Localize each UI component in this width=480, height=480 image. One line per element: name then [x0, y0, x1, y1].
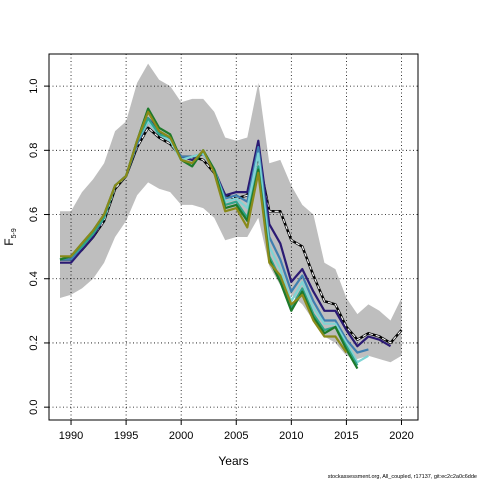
y-tick-label: 0.0 — [28, 400, 40, 415]
confidence-band — [60, 63, 402, 363]
plot-frame — [48, 53, 419, 421]
y-tick-label: 1.0 — [28, 78, 40, 93]
y-tick-label: 0.2 — [28, 335, 40, 350]
grid-layer — [49, 54, 418, 420]
y-axis-title: F5-9 — [2, 228, 18, 246]
x-tick-label: 2000 — [169, 430, 193, 442]
x-tick-label: 2015 — [334, 430, 358, 442]
x-axis-title: Years — [218, 454, 248, 468]
y-tick-label: 0.6 — [28, 207, 40, 222]
x-tick-label: 2010 — [279, 430, 303, 442]
x-axis: 1990 1995 2000 2005 2010 2015 2020 — [59, 420, 414, 442]
x-tick-label: 1990 — [59, 430, 83, 442]
series-layer — [59, 107, 403, 370]
confidence-band-layer — [60, 63, 402, 363]
y-tick-label: 0.8 — [28, 143, 40, 158]
y-axis: 0.0 0.2 0.4 0.6 0.8 1.0 — [28, 78, 49, 415]
x-tick-label: 2020 — [389, 430, 413, 442]
footer-note: stockassessment.org, All_coupled, r17137… — [328, 474, 477, 480]
x-tick-label: 1995 — [114, 430, 138, 442]
y-axis-title-subscript: 5-9 — [11, 228, 18, 238]
x-tick-label: 2005 — [224, 430, 248, 442]
y-tick-label: 0.4 — [28, 271, 40, 286]
series-line-8 — [60, 110, 348, 354]
y-axis-title-main: F — [2, 238, 16, 245]
